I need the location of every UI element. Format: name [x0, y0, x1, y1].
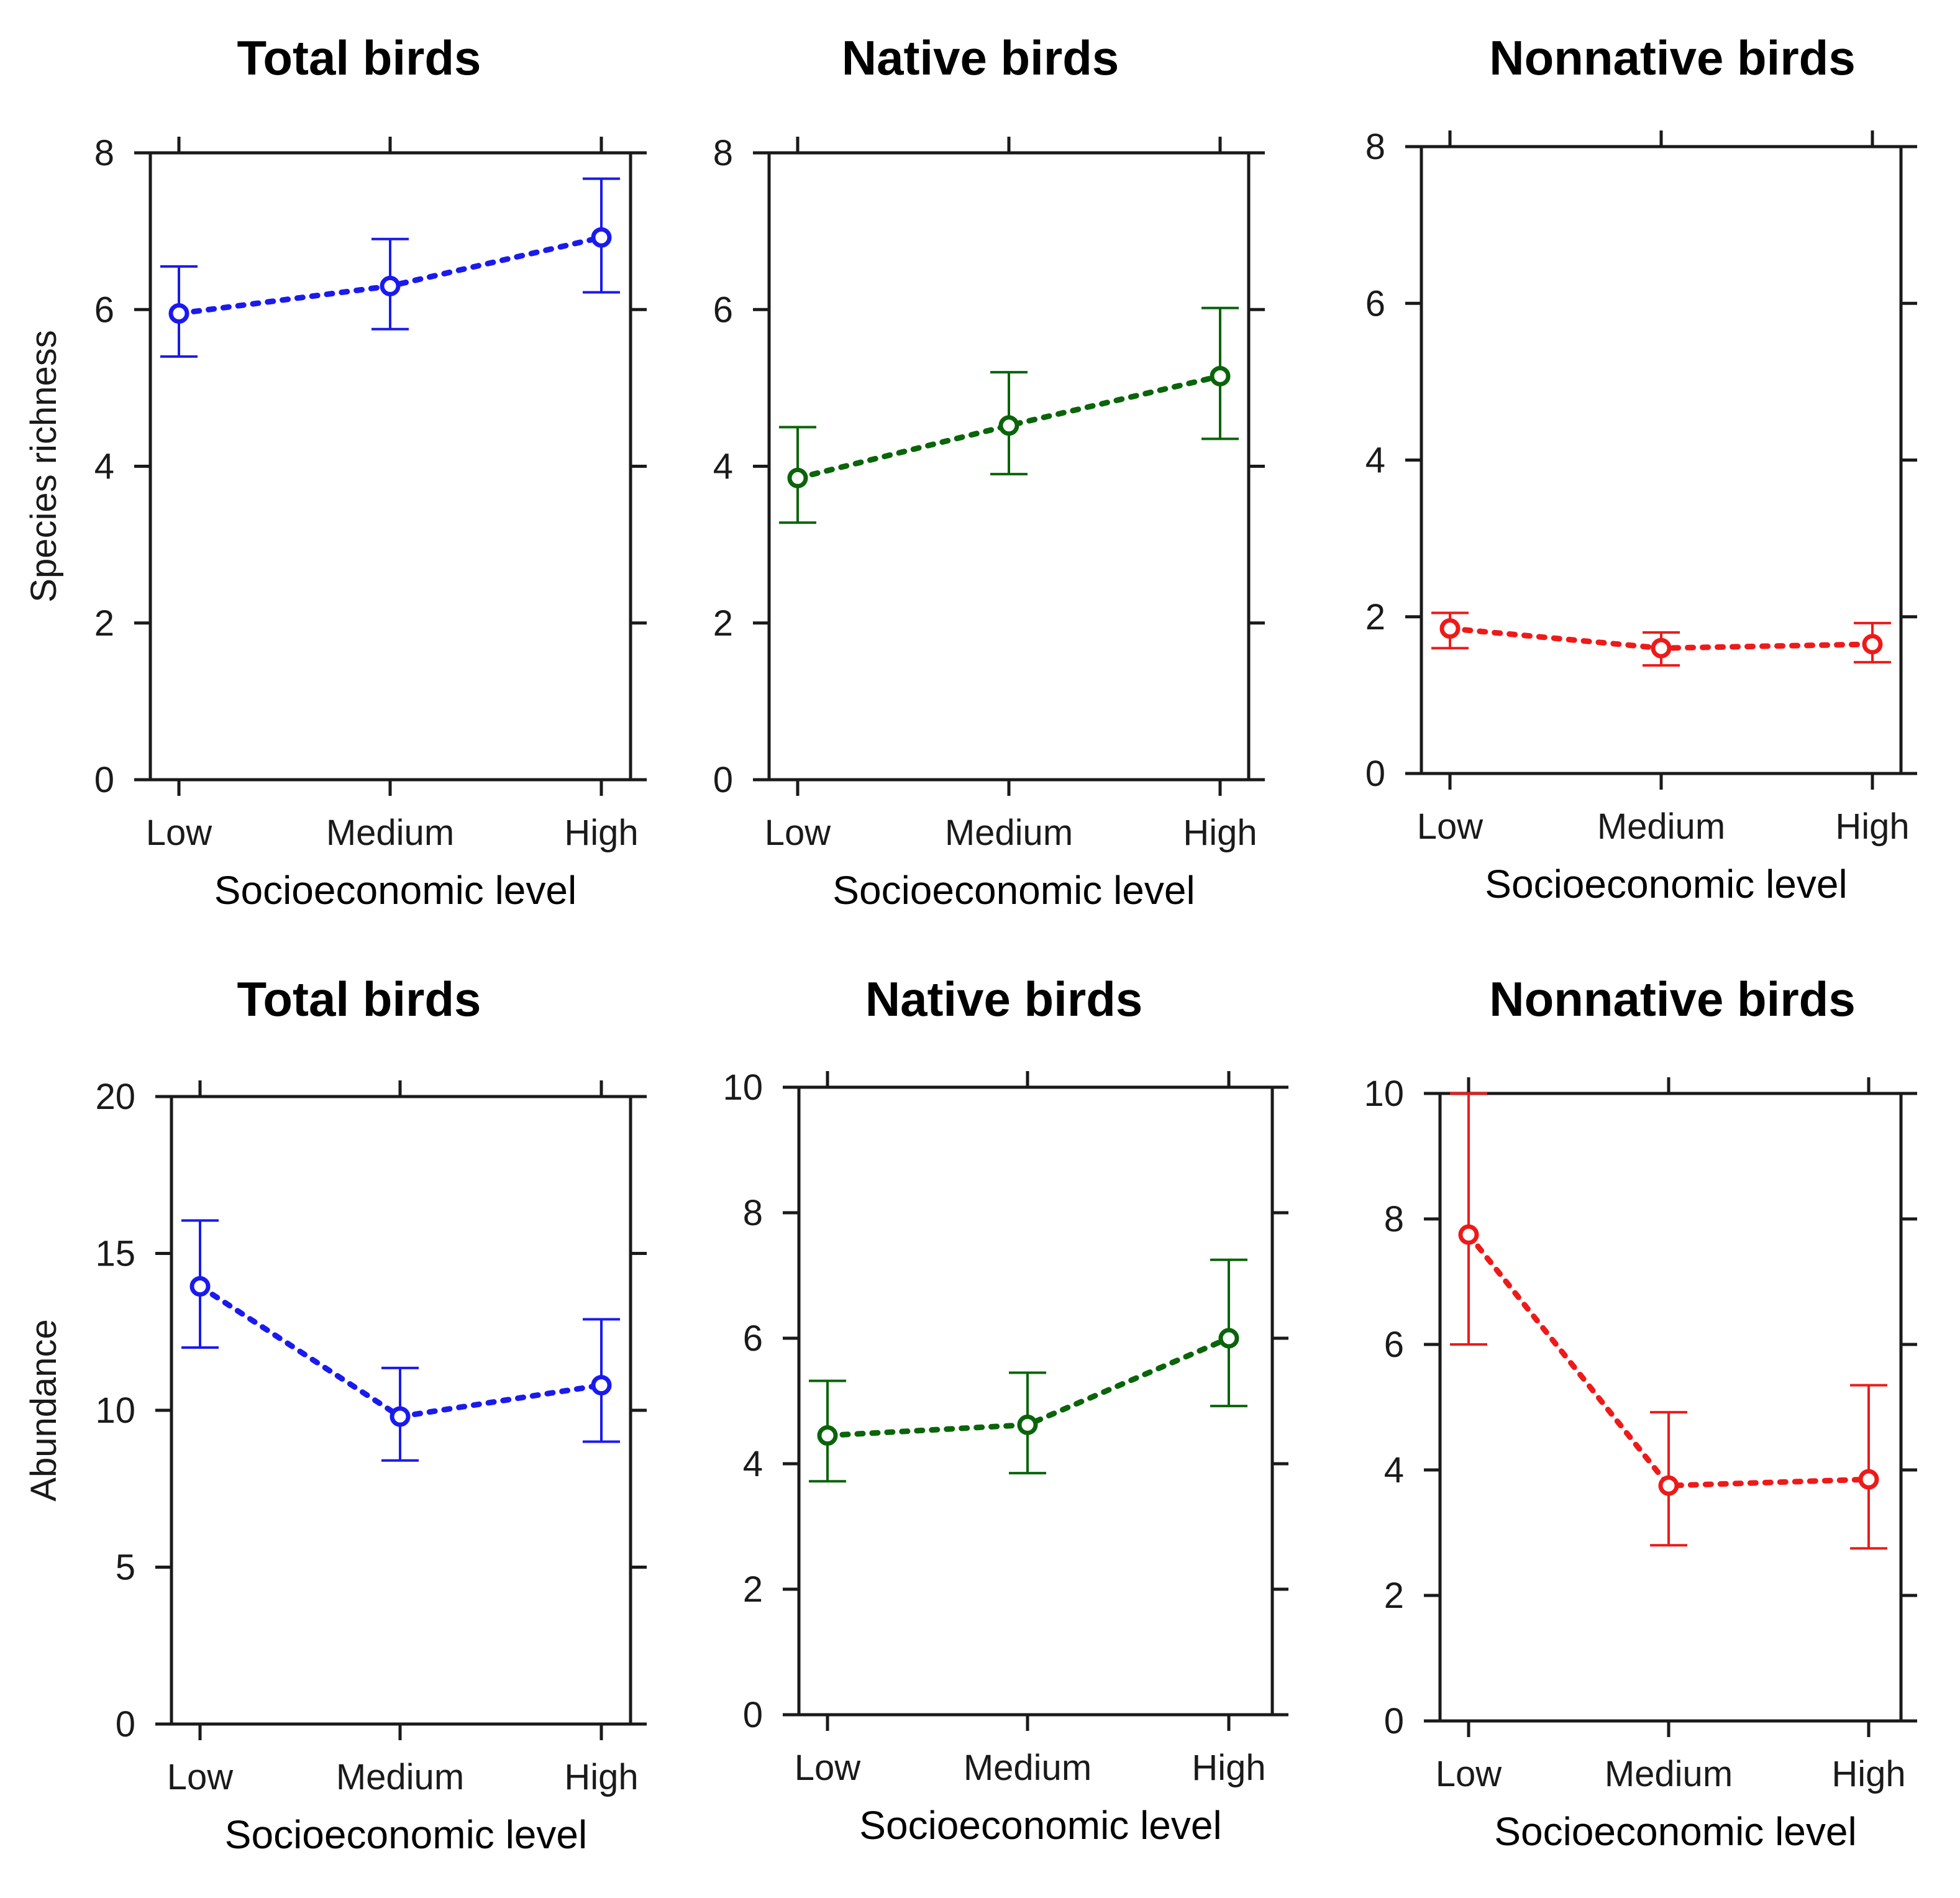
y-tick-label: 2 [713, 603, 733, 644]
data-point [998, 415, 1019, 436]
data-point [380, 275, 401, 296]
x-axis-title: Socioeconomic level [225, 1812, 587, 1857]
y-tick-label: 10 [95, 1390, 135, 1431]
x-axis-title: Socioeconomic level [1485, 862, 1847, 906]
data-point [1439, 618, 1461, 639]
panel-title: Native birds [842, 30, 1119, 85]
x-axis-title: Socioeconomic level [832, 868, 1195, 913]
y-tick-label: 0 [116, 1704, 135, 1745]
x-axis-title: Socioeconomic level [859, 1803, 1221, 1848]
x-tick-label: Low [795, 1748, 862, 1788]
data-point [168, 303, 189, 324]
panel-title: Native birds [865, 972, 1142, 1026]
x-axis-title: Socioeconomic level [214, 868, 577, 913]
y-tick-label: 6 [713, 290, 733, 330]
data-point [1862, 634, 1883, 655]
y-tick-label: 6 [1365, 283, 1385, 324]
series-line [795, 373, 1223, 481]
x-tick-label: High [1831, 1754, 1905, 1794]
x-tick-label: High [564, 1757, 638, 1797]
plot-frame [1420, 145, 1903, 775]
chart-panel-2: Native birds 0 2 4 6 8 Low Medium High Socioecono… [713, 30, 1265, 913]
y-tick-label: 4 [94, 447, 114, 487]
x-tick-label: Medium [1605, 1754, 1733, 1794]
y-tick-label: 4 [743, 1444, 763, 1484]
y-tick-label: 2 [1384, 1576, 1404, 1616]
data-point [189, 1276, 211, 1297]
x-tick-label: Medium [326, 813, 454, 853]
x-tick-label: Low [1417, 806, 1484, 847]
x-tick-label: High [1835, 806, 1909, 847]
data-point [1210, 365, 1231, 386]
x-tick-label: Medium [336, 1757, 464, 1797]
y-tick-label: 10 [1364, 1074, 1404, 1114]
panel-title: Total birds [237, 30, 481, 85]
y-tick-label: 8 [1365, 127, 1385, 167]
y-tick-label: 15 [95, 1234, 135, 1274]
y-tick-label: 8 [94, 133, 114, 173]
chart-panel-3: Nonnative birds 0 2 4 6 8 Low Medium High Socioec… [1365, 30, 1917, 906]
y-tick-label: 0 [1365, 754, 1385, 794]
x-tick-label: High [564, 813, 638, 853]
chart-panel-5: Native birds 0 2 4 6 8 10 Low Medium High Socioeco… [722, 972, 1288, 1848]
panel-title: Nonnative birds [1489, 30, 1855, 85]
y-axis-title: Abundance [24, 1319, 64, 1501]
data-point [1658, 1475, 1679, 1496]
data-point [591, 1375, 612, 1396]
x-tick-label: Low [765, 813, 832, 853]
y-tick-label: 6 [1384, 1325, 1404, 1365]
plot-frame [1438, 1092, 1903, 1723]
y-tick-label: 20 [95, 1077, 135, 1117]
y-tick-label: 6 [94, 290, 114, 330]
y-tick-label: 4 [1384, 1450, 1404, 1490]
y-tick-label: 0 [94, 760, 114, 800]
panel-title: Nonnative birds [1489, 972, 1855, 1026]
error-bar [1450, 1092, 1487, 1346]
data-point [1858, 1469, 1879, 1490]
data-point [1218, 1328, 1239, 1349]
y-tick-label: 2 [94, 603, 114, 644]
panel-title: Total birds [237, 972, 481, 1026]
data-point [1651, 637, 1672, 659]
y-tick-label: 8 [1384, 1199, 1404, 1239]
y-tick-label: 8 [713, 133, 733, 173]
data-point [1017, 1414, 1038, 1435]
x-tick-label: Medium [964, 1748, 1092, 1788]
y-tick-label: 4 [713, 447, 733, 487]
chart-panel-6: Nonnative birds 0 2 4 6 8 10 Low Medium High Socio… [1364, 972, 1917, 1854]
y-tick-label: 4 [1365, 440, 1385, 481]
data-point [390, 1406, 411, 1427]
y-tick-label: 6 [743, 1318, 763, 1359]
y-tick-label: 8 [743, 1193, 763, 1233]
plot-frame [797, 1085, 1274, 1717]
x-tick-label: Medium [945, 813, 1073, 853]
x-tick-label: High [1183, 813, 1257, 853]
y-tick-label: 2 [1365, 597, 1385, 637]
y-tick-label: 10 [722, 1067, 763, 1108]
y-tick-label: 0 [1384, 1701, 1404, 1741]
data-point [817, 1425, 838, 1446]
x-tick-label: Medium [1597, 806, 1725, 847]
y-axis-title: Species richness [24, 330, 64, 602]
y-tick-label: 0 [713, 760, 733, 800]
x-axis-title: Socioeconomic level [1494, 1809, 1856, 1854]
error-bar [1850, 1384, 1887, 1550]
y-tick-label: 2 [743, 1569, 763, 1610]
x-tick-label: Low [146, 813, 213, 853]
x-tick-label: High [1192, 1748, 1265, 1788]
chart-panel-4: Total birds 0 5 10 15 20 Low Medium High Socioeco… [24, 972, 647, 1857]
data-point [787, 467, 808, 488]
y-tick-label: 0 [743, 1695, 763, 1735]
chart-panel-1: Total birds 0 2 4 6 8 Low Medium High Socioeconom… [24, 30, 647, 913]
data-point [591, 227, 612, 248]
y-tick-label: 5 [116, 1548, 135, 1588]
x-tick-label: Low [167, 1757, 234, 1797]
x-tick-label: Low [1436, 1754, 1503, 1794]
data-point [1458, 1224, 1479, 1245]
